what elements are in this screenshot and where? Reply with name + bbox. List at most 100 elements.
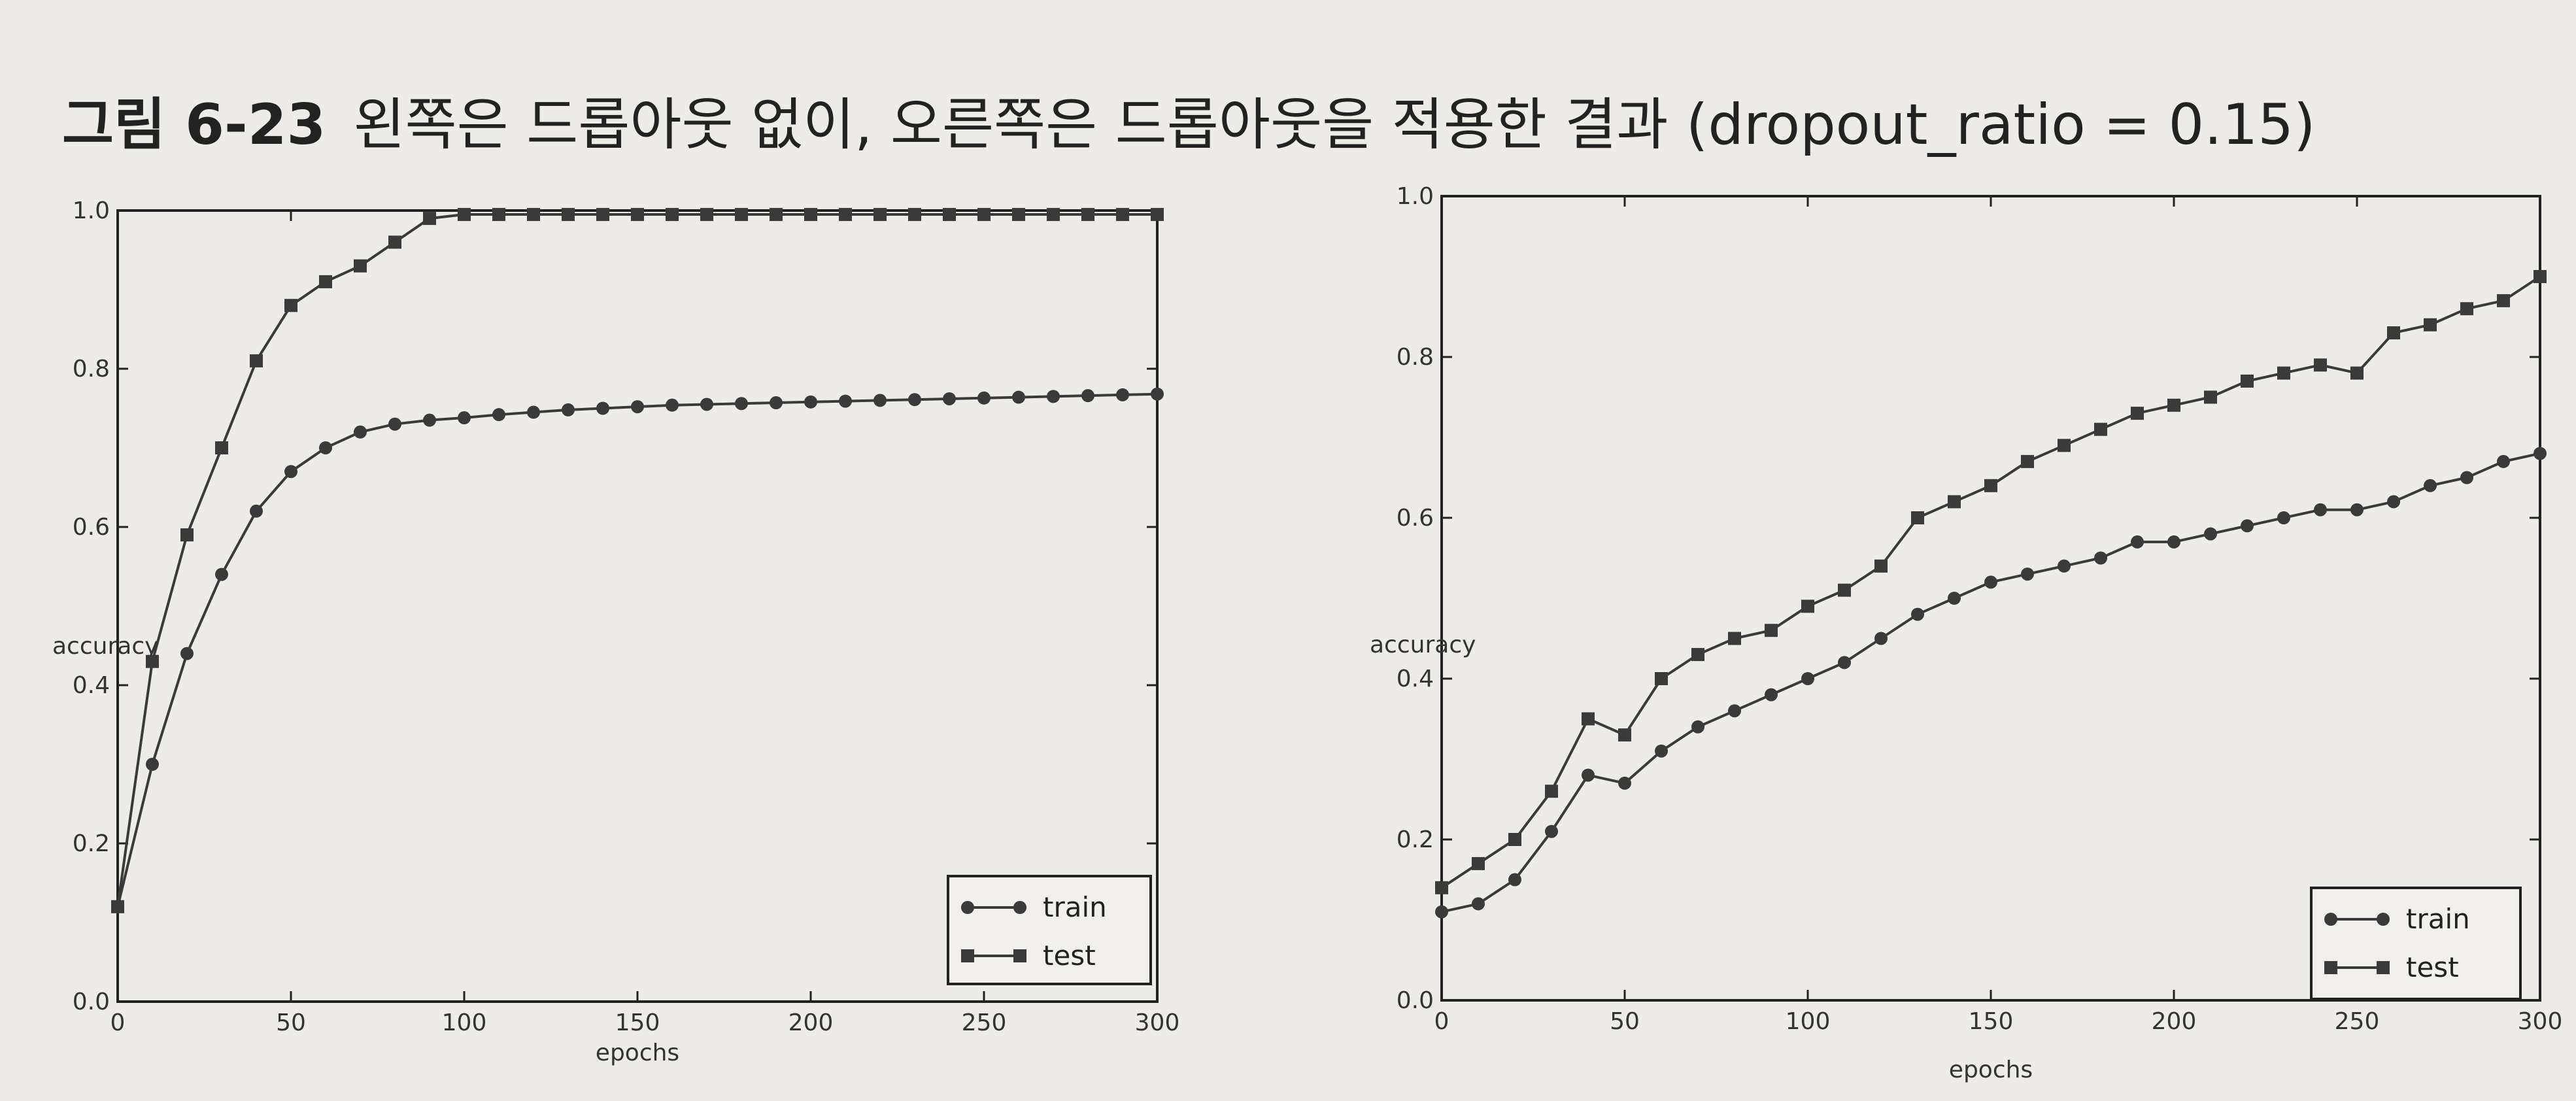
data-point-test [2241,374,2254,388]
data-point-test [908,208,921,222]
y-tick-label: 0.4 [1397,666,1434,692]
x-tick-label: 100 [442,1009,487,1036]
data-point-train [943,392,956,405]
x-tick-label: 300 [2518,1008,2563,1035]
data-point-train [2424,479,2437,492]
data-point-train [1618,776,1631,790]
data-point-test [2497,294,2510,307]
data-point-test [2167,398,2180,412]
data-point-test [873,208,887,222]
data-point-test [1472,856,1485,870]
y-tick-label: 0.8 [73,356,110,382]
data-point-test [1691,648,1704,662]
data-point-train [2350,503,2364,517]
data-point-train [1545,824,1558,838]
data-point-test [2131,407,2144,420]
data-point-test [943,208,956,222]
y-tick-label: 0.8 [1397,344,1434,371]
legend-label-test: test [2406,951,2459,983]
data-point-train [2277,511,2290,524]
plot-frame [1440,195,2541,1002]
x-tick-label: 200 [788,1009,834,1036]
data-point-test [492,208,505,222]
data-point-train [2131,535,2144,549]
data-point-test [250,354,263,367]
data-point-train [319,441,332,454]
legend-marker-train [2324,913,2337,926]
legend-box [2310,887,2522,1000]
legend-marker-train [961,901,974,914]
data-point-test [2314,358,2327,372]
data-point-train [631,400,644,414]
data-point-train [2534,447,2547,460]
data-point-train [1984,575,1997,589]
data-point-test [1874,559,1888,573]
data-point-test [1801,600,1814,613]
data-point-train [1948,592,1961,605]
data-point-test [735,208,748,222]
data-point-train [458,411,471,425]
data-point-train [388,417,401,431]
data-point-train [2167,535,2180,549]
legend-label-train: train [1043,891,1107,923]
data-point-test [2424,318,2437,331]
data-point-train [2021,567,2034,581]
data-point-test [2387,326,2400,340]
y-tick-label: 0.4 [73,672,110,699]
data-point-train [873,394,887,407]
figure-number: 그림 6-23 [62,92,326,158]
data-point-test [977,208,991,222]
x-tick-label: 250 [2335,1008,2380,1035]
data-point-train [2241,519,2254,533]
data-point-train [596,401,609,415]
data-point-train [2460,471,2473,484]
legend-label-test: test [1043,940,1096,972]
legend-marker-test [2377,961,2390,974]
data-point-test [2534,270,2547,283]
data-point-train [527,405,540,419]
data-point-train [250,504,263,518]
data-point-test [2204,390,2217,404]
data-point-train [146,758,159,771]
data-point-train [1655,744,1668,758]
data-point-train [1582,768,1595,782]
data-point-test [215,441,228,454]
x-tick-label: 0 [1434,1008,1449,1035]
legend-label-train: train [2406,903,2470,935]
data-point-test [596,208,609,222]
data-point-test [146,654,159,668]
x-tick-label: 0 [110,1009,126,1036]
data-point-train [2094,551,2107,565]
data-point-test [180,528,194,542]
data-point-test [1728,632,1741,645]
data-point-train [2387,495,2400,509]
data-point-test [700,208,713,222]
data-point-test [284,299,297,313]
data-point-train [666,398,679,412]
data-point-train [1911,607,1924,621]
x-tick-label: 50 [1610,1008,1640,1035]
data-point-test [1911,511,1924,524]
data-point-test [2350,366,2364,380]
y-tick-label: 0.6 [1397,505,1434,532]
data-point-test [1984,479,1997,492]
data-point-train [1691,720,1704,734]
data-point-train [1012,390,1025,404]
data-point-test [2058,439,2071,452]
data-point-train [284,465,297,479]
data-point-test [2277,366,2290,380]
chart-with-dropout: 0 50 100 150 200 250 300 0.0 0.2 0.4 0.6 0.8 1.0 epoc… [1370,183,2562,1083]
x-tick-label: 50 [276,1009,306,1036]
data-point-train [1472,897,1485,911]
data-point-test [1435,881,1448,894]
data-point-test [319,275,332,288]
data-point-train [977,391,991,405]
legend-marker-test [961,949,974,962]
y-tick-label: 0.0 [1397,987,1434,1014]
data-point-test [562,208,575,222]
data-point-train [804,395,817,409]
series-line-train [116,392,1158,907]
data-point-test [1081,208,1094,222]
data-point-train [1728,704,1741,718]
